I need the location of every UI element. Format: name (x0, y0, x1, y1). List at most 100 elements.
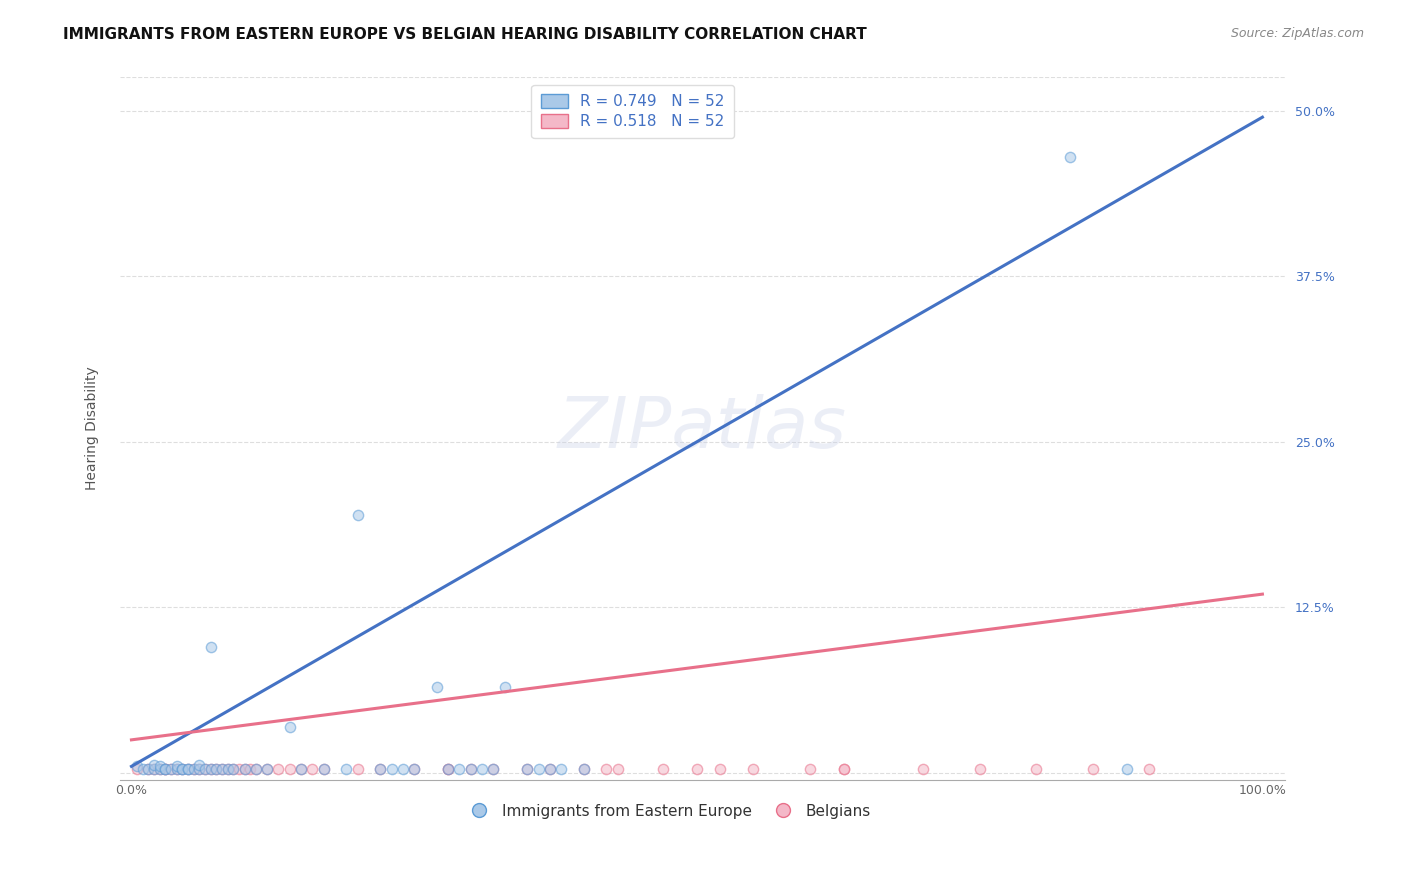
Point (335, 762, 357, 776)
Point (155, 762, 177, 776)
Point (471, 762, 494, 776)
Point (217, 762, 239, 776)
Legend: Immigrants from Eastern Europe, Belgians: Immigrants from Eastern Europe, Belgians (458, 797, 877, 824)
Point (188, 762, 211, 776)
Point (194, 762, 217, 776)
Point (1081, 762, 1104, 776)
Point (245, 762, 267, 776)
Point (368, 762, 391, 776)
Point (606, 762, 628, 776)
Point (177, 762, 200, 776)
Point (155, 762, 177, 776)
Point (516, 762, 538, 776)
Text: ZIPatlas: ZIPatlas (558, 394, 846, 463)
Point (527, 762, 550, 776)
Point (222, 762, 245, 776)
Point (127, 762, 149, 776)
Point (233, 762, 256, 776)
Point (278, 762, 301, 776)
Point (437, 762, 460, 776)
Point (1059, 150, 1081, 164)
Point (239, 762, 262, 776)
Point (200, 762, 222, 776)
Point (200, 762, 222, 776)
Point (194, 762, 217, 776)
Point (595, 762, 617, 776)
Point (832, 762, 855, 776)
Point (449, 762, 471, 776)
Point (222, 762, 245, 776)
Point (437, 762, 460, 776)
Point (188, 758, 211, 772)
Point (132, 762, 155, 776)
Point (183, 762, 205, 776)
Point (205, 762, 228, 776)
Point (127, 759, 149, 773)
Point (460, 762, 482, 776)
Point (211, 762, 233, 776)
Point (172, 762, 194, 776)
Point (686, 762, 709, 776)
Point (143, 762, 166, 776)
Point (912, 762, 935, 776)
Point (368, 762, 391, 776)
Point (1137, 762, 1160, 776)
Point (245, 762, 267, 776)
Point (550, 762, 572, 776)
Text: Source: ZipAtlas.com: Source: ZipAtlas.com (1230, 27, 1364, 40)
Point (290, 762, 312, 776)
Point (290, 762, 312, 776)
Point (969, 762, 991, 776)
Point (572, 762, 595, 776)
Point (404, 762, 426, 776)
Point (143, 758, 166, 772)
Point (149, 759, 172, 773)
Point (256, 762, 278, 776)
Point (652, 762, 675, 776)
Point (138, 762, 160, 776)
Point (742, 762, 765, 776)
Point (709, 762, 731, 776)
Point (160, 762, 183, 776)
Point (172, 762, 194, 776)
Point (437, 762, 460, 776)
Point (312, 762, 335, 776)
Point (538, 762, 561, 776)
Point (404, 762, 426, 776)
Point (188, 762, 211, 776)
Point (166, 759, 188, 773)
Text: IMMIGRANTS FROM EASTERN EUROPE VS BELGIAN HEARING DISABILITY CORRELATION CHART: IMMIGRANTS FROM EASTERN EUROPE VS BELGIA… (63, 27, 868, 42)
Point (346, 762, 368, 776)
Point (166, 762, 188, 776)
Point (312, 762, 335, 776)
Point (143, 762, 166, 776)
Point (1025, 762, 1047, 776)
Point (426, 680, 449, 694)
Point (301, 762, 323, 776)
Point (516, 762, 538, 776)
Point (200, 640, 222, 654)
Point (172, 762, 194, 776)
Point (346, 508, 368, 522)
Point (149, 762, 172, 776)
Point (267, 762, 290, 776)
Point (572, 762, 595, 776)
Point (278, 720, 301, 734)
Point (177, 762, 200, 776)
Point (160, 762, 183, 776)
Point (799, 762, 821, 776)
Point (149, 762, 172, 776)
Point (1115, 762, 1137, 776)
Point (138, 762, 160, 776)
Point (166, 762, 188, 776)
Point (482, 762, 505, 776)
Point (217, 762, 239, 776)
Point (380, 762, 402, 776)
Point (155, 762, 177, 776)
Point (155, 762, 177, 776)
Point (183, 762, 205, 776)
Point (538, 762, 561, 776)
Point (211, 762, 233, 776)
Point (233, 762, 256, 776)
Point (460, 762, 482, 776)
